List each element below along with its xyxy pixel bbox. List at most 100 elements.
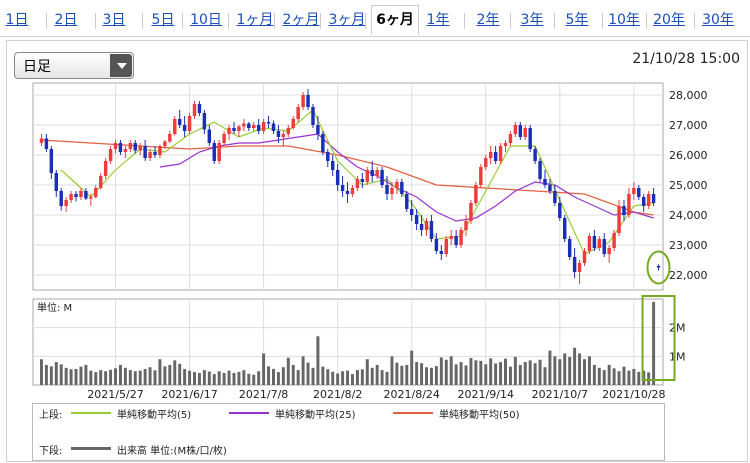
date-tick-label: 2021/5/27 xyxy=(87,388,143,401)
volume-bar xyxy=(84,364,88,385)
candle-body xyxy=(380,170,384,185)
volume-bar xyxy=(128,370,132,385)
tab-5[interactable]: 10日 xyxy=(190,12,222,28)
candle-body xyxy=(577,263,582,272)
volume-bar xyxy=(612,368,616,385)
tab-9[interactable]: 6ヶ月 xyxy=(371,5,419,35)
tab-15[interactable]: 20年 xyxy=(653,12,685,28)
candle-body xyxy=(217,143,221,161)
date-tick-label: 2021/10/28 xyxy=(602,388,665,401)
candle-body xyxy=(227,128,231,134)
chevron-down-icon[interactable] xyxy=(110,54,132,77)
candle-body xyxy=(173,119,177,134)
tab-separator xyxy=(95,13,96,29)
volume-bar xyxy=(222,372,226,385)
legend-upper-label: 上段: xyxy=(39,410,63,421)
tab-1[interactable]: 1日 xyxy=(5,12,29,28)
tab-16[interactable]: 30年 xyxy=(702,12,734,28)
tab-separator xyxy=(142,13,143,29)
candle-body xyxy=(390,188,394,194)
tab-4[interactable]: 5日 xyxy=(151,12,175,28)
candle-body xyxy=(582,251,587,263)
candle-body xyxy=(469,203,473,221)
tab-7[interactable]: 2ヶ月 xyxy=(282,12,320,28)
candle-body xyxy=(563,218,567,239)
candle-body xyxy=(44,138,49,149)
tab-14[interactable]: 10年 xyxy=(608,12,640,28)
tab-separator xyxy=(320,13,321,29)
highlight-box xyxy=(641,295,676,381)
volume-bar xyxy=(193,372,196,385)
tab-separator xyxy=(694,13,695,29)
candle-body xyxy=(143,146,147,158)
volume-bar xyxy=(350,374,354,385)
candle-body xyxy=(59,191,63,206)
date-tick-label: 2021/9/14 xyxy=(458,388,514,401)
tab-10[interactable]: 1年 xyxy=(426,12,450,28)
candle-body xyxy=(340,185,345,191)
candle-body xyxy=(602,239,606,254)
volume-bar xyxy=(513,356,517,385)
candle-body xyxy=(597,239,602,248)
volume-bar xyxy=(597,367,601,385)
candle-body xyxy=(651,194,656,203)
legend-ma5-swatch xyxy=(71,412,111,414)
volume-bar xyxy=(637,371,641,385)
volume-bar xyxy=(109,369,113,385)
candle-body xyxy=(296,107,300,119)
volume-bar xyxy=(207,371,211,385)
volume-bar xyxy=(499,362,503,385)
tab-separator xyxy=(510,13,511,29)
tab-separator xyxy=(602,13,603,29)
volume-bar xyxy=(133,371,137,385)
volume-tick-label: 2M xyxy=(669,322,686,335)
tab-13[interactable]: 5年 xyxy=(565,12,589,28)
tab-12[interactable]: 3年 xyxy=(520,12,544,28)
volume-bar xyxy=(583,359,586,385)
legend-ma25-swatch xyxy=(229,412,269,414)
volume-bar xyxy=(188,370,192,385)
volume-bar xyxy=(429,367,433,385)
candle-body xyxy=(513,125,518,134)
candle-body xyxy=(232,128,236,131)
candle-body xyxy=(395,182,399,188)
candle-body xyxy=(271,123,276,131)
tab-11[interactable]: 2年 xyxy=(476,12,500,28)
candle-body xyxy=(222,134,226,143)
candle-body xyxy=(622,206,626,215)
candle-body xyxy=(84,191,88,199)
volume-bar xyxy=(197,372,201,385)
volume-tick-label: 1M xyxy=(669,350,686,363)
date-tick-label: 2021/10/7 xyxy=(532,388,588,401)
volume-bar xyxy=(316,336,320,385)
tab-3[interactable]: 3日 xyxy=(102,12,126,28)
tab-2[interactable]: 2日 xyxy=(54,12,78,28)
volume-bar xyxy=(415,362,419,385)
candle-body xyxy=(177,119,182,125)
candle-body xyxy=(69,194,73,200)
tab-separator xyxy=(464,13,465,29)
candle-body xyxy=(281,134,286,137)
period-type-select[interactable]: 日足 xyxy=(14,52,134,79)
tab-8[interactable]: 3ヶ月 xyxy=(328,12,366,28)
volume-bar xyxy=(104,371,108,385)
volume-bar xyxy=(420,363,424,385)
volume-bar xyxy=(232,372,236,385)
candle-body xyxy=(439,251,444,254)
tab-6[interactable]: 1ヶ月 xyxy=(236,12,274,28)
candle-body xyxy=(64,200,68,206)
candle-body xyxy=(168,134,172,142)
price-tick-label: 25,000 xyxy=(669,179,708,192)
volume-bar xyxy=(553,356,557,385)
candle-body xyxy=(355,179,360,188)
volume-bar xyxy=(281,367,285,385)
candle-body xyxy=(187,116,192,131)
candle-body xyxy=(98,176,103,188)
candle-body xyxy=(464,221,468,230)
candle-body xyxy=(533,149,537,161)
volume-bar xyxy=(168,364,172,385)
candle-body xyxy=(508,134,513,143)
candle-body xyxy=(256,125,261,131)
candle-body xyxy=(409,209,414,215)
